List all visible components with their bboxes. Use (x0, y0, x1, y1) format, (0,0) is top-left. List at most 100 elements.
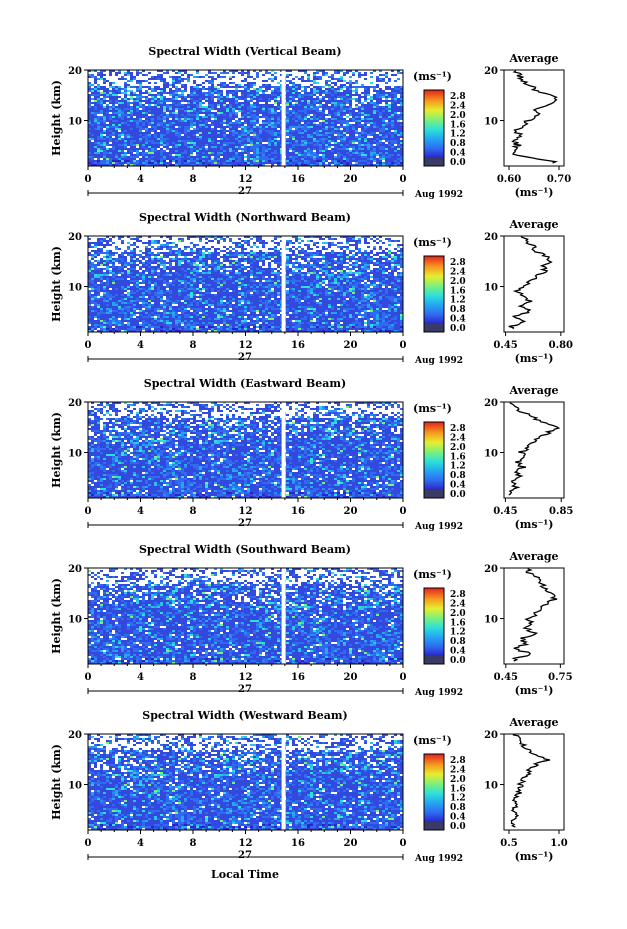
heatmap-cell (397, 302, 400, 304)
heatmap-cell (160, 122, 163, 124)
heatmap-cell (115, 102, 118, 104)
heatmap-cell (382, 260, 385, 262)
heatmap-cell (304, 90, 307, 92)
heatmap-cell (127, 154, 130, 156)
heatmap-cell (235, 138, 238, 140)
heatmap-cell (376, 304, 379, 306)
heatmap-cell (253, 86, 256, 88)
heatmap-cell (337, 262, 340, 264)
heatmap-cell (328, 104, 331, 106)
heatmap-cell (142, 280, 145, 282)
heatmap-cell (358, 82, 361, 84)
heatmap-cell (97, 84, 100, 86)
heatmap-cell (370, 164, 373, 166)
heatmap-cell (319, 104, 322, 106)
heatmap-cell (256, 248, 259, 250)
heatmap-cell (379, 250, 382, 252)
heatmap-cell (118, 94, 121, 96)
heatmap-cell (400, 252, 403, 254)
heatmap-cell (310, 70, 313, 72)
heatmap-cell (133, 236, 136, 238)
heatmap-cell (136, 92, 139, 94)
heatmap-cell (139, 254, 142, 256)
heatmap-cell (274, 80, 277, 82)
heatmap-cell (358, 102, 361, 104)
heatmap-cell (388, 70, 391, 72)
heatmap-cell (136, 300, 139, 302)
heatmap-cell (220, 152, 223, 154)
heatmap-cell (376, 144, 379, 146)
heatmap-cell (115, 310, 118, 312)
heatmap-cell (325, 248, 328, 250)
heatmap-cell (202, 76, 205, 78)
heatmap-cell (373, 112, 376, 114)
heatmap-cell (187, 288, 190, 290)
heatmap-cell (343, 132, 346, 134)
heatmap-cell (274, 252, 277, 254)
heatmap-cell (265, 248, 268, 250)
heatmap-cell (229, 276, 232, 278)
heatmap-cell (400, 146, 403, 148)
heatmap-cell (250, 106, 253, 108)
heatmap-cell (160, 298, 163, 300)
heatmap-cell (346, 250, 349, 252)
heatmap-cell (130, 302, 133, 304)
heatmap-cell (268, 130, 271, 132)
heatmap-cell (379, 158, 382, 160)
heatmap-cell (145, 116, 148, 118)
heatmap-cell (319, 146, 322, 148)
heatmap-cell (148, 266, 151, 268)
heatmap-cell (163, 96, 166, 98)
heatmap-cell (97, 138, 100, 140)
heatmap-cell (361, 250, 364, 252)
heatmap-cell (262, 118, 265, 120)
heatmap-cell (157, 288, 160, 290)
heatmap-cell (328, 74, 331, 76)
heatmap-cell (97, 126, 100, 128)
heatmap-cell (361, 160, 364, 162)
heatmap-cell (163, 122, 166, 124)
heatmap-cell (187, 126, 190, 128)
heatmap-cell (385, 288, 388, 290)
heatmap-cell (154, 252, 157, 254)
heatmap-cell (307, 294, 310, 296)
heatmap-cell (328, 240, 331, 242)
heatmap-cell (214, 280, 217, 282)
heatmap-cell (286, 102, 289, 104)
heatmap-cell (325, 280, 328, 282)
heatmap-cell (163, 72, 166, 74)
heatmap-cell (349, 242, 352, 244)
heatmap-cell (223, 162, 226, 164)
heatmap-cell (388, 248, 391, 250)
heatmap-cell (241, 300, 244, 302)
heatmap-cell (151, 152, 154, 154)
heatmap-cell (322, 94, 325, 96)
heatmap-cell (166, 70, 169, 72)
heatmap-cell (346, 100, 349, 102)
heatmap-cell (202, 84, 205, 86)
heatmap-cell (340, 250, 343, 252)
heatmap-cell (229, 130, 232, 132)
heatmap-cell (127, 306, 130, 308)
heatmap-cell (352, 272, 355, 274)
heatmap-cell (244, 302, 247, 304)
heatmap-cell (124, 146, 127, 148)
heatmap-cell (310, 72, 313, 74)
heatmap-cell (139, 266, 142, 268)
heatmap-cell (232, 72, 235, 74)
heatmap-cell (241, 134, 244, 136)
heatmap-cell (325, 112, 328, 114)
heatmap-cell (367, 162, 370, 164)
heatmap-cell (400, 80, 403, 82)
heatmap-cell (280, 156, 283, 158)
heatmap-cell (271, 238, 274, 240)
heatmap-cell (289, 296, 292, 298)
heatmap-cell (307, 82, 310, 84)
heatmap-cell (148, 122, 151, 124)
heatmap-cell (388, 246, 391, 248)
heatmap-cell (400, 74, 403, 76)
heatmap-cell (211, 248, 214, 250)
heatmap-cell (124, 114, 127, 116)
heatmap-cell (352, 142, 355, 144)
heatmap-cell (322, 252, 325, 254)
